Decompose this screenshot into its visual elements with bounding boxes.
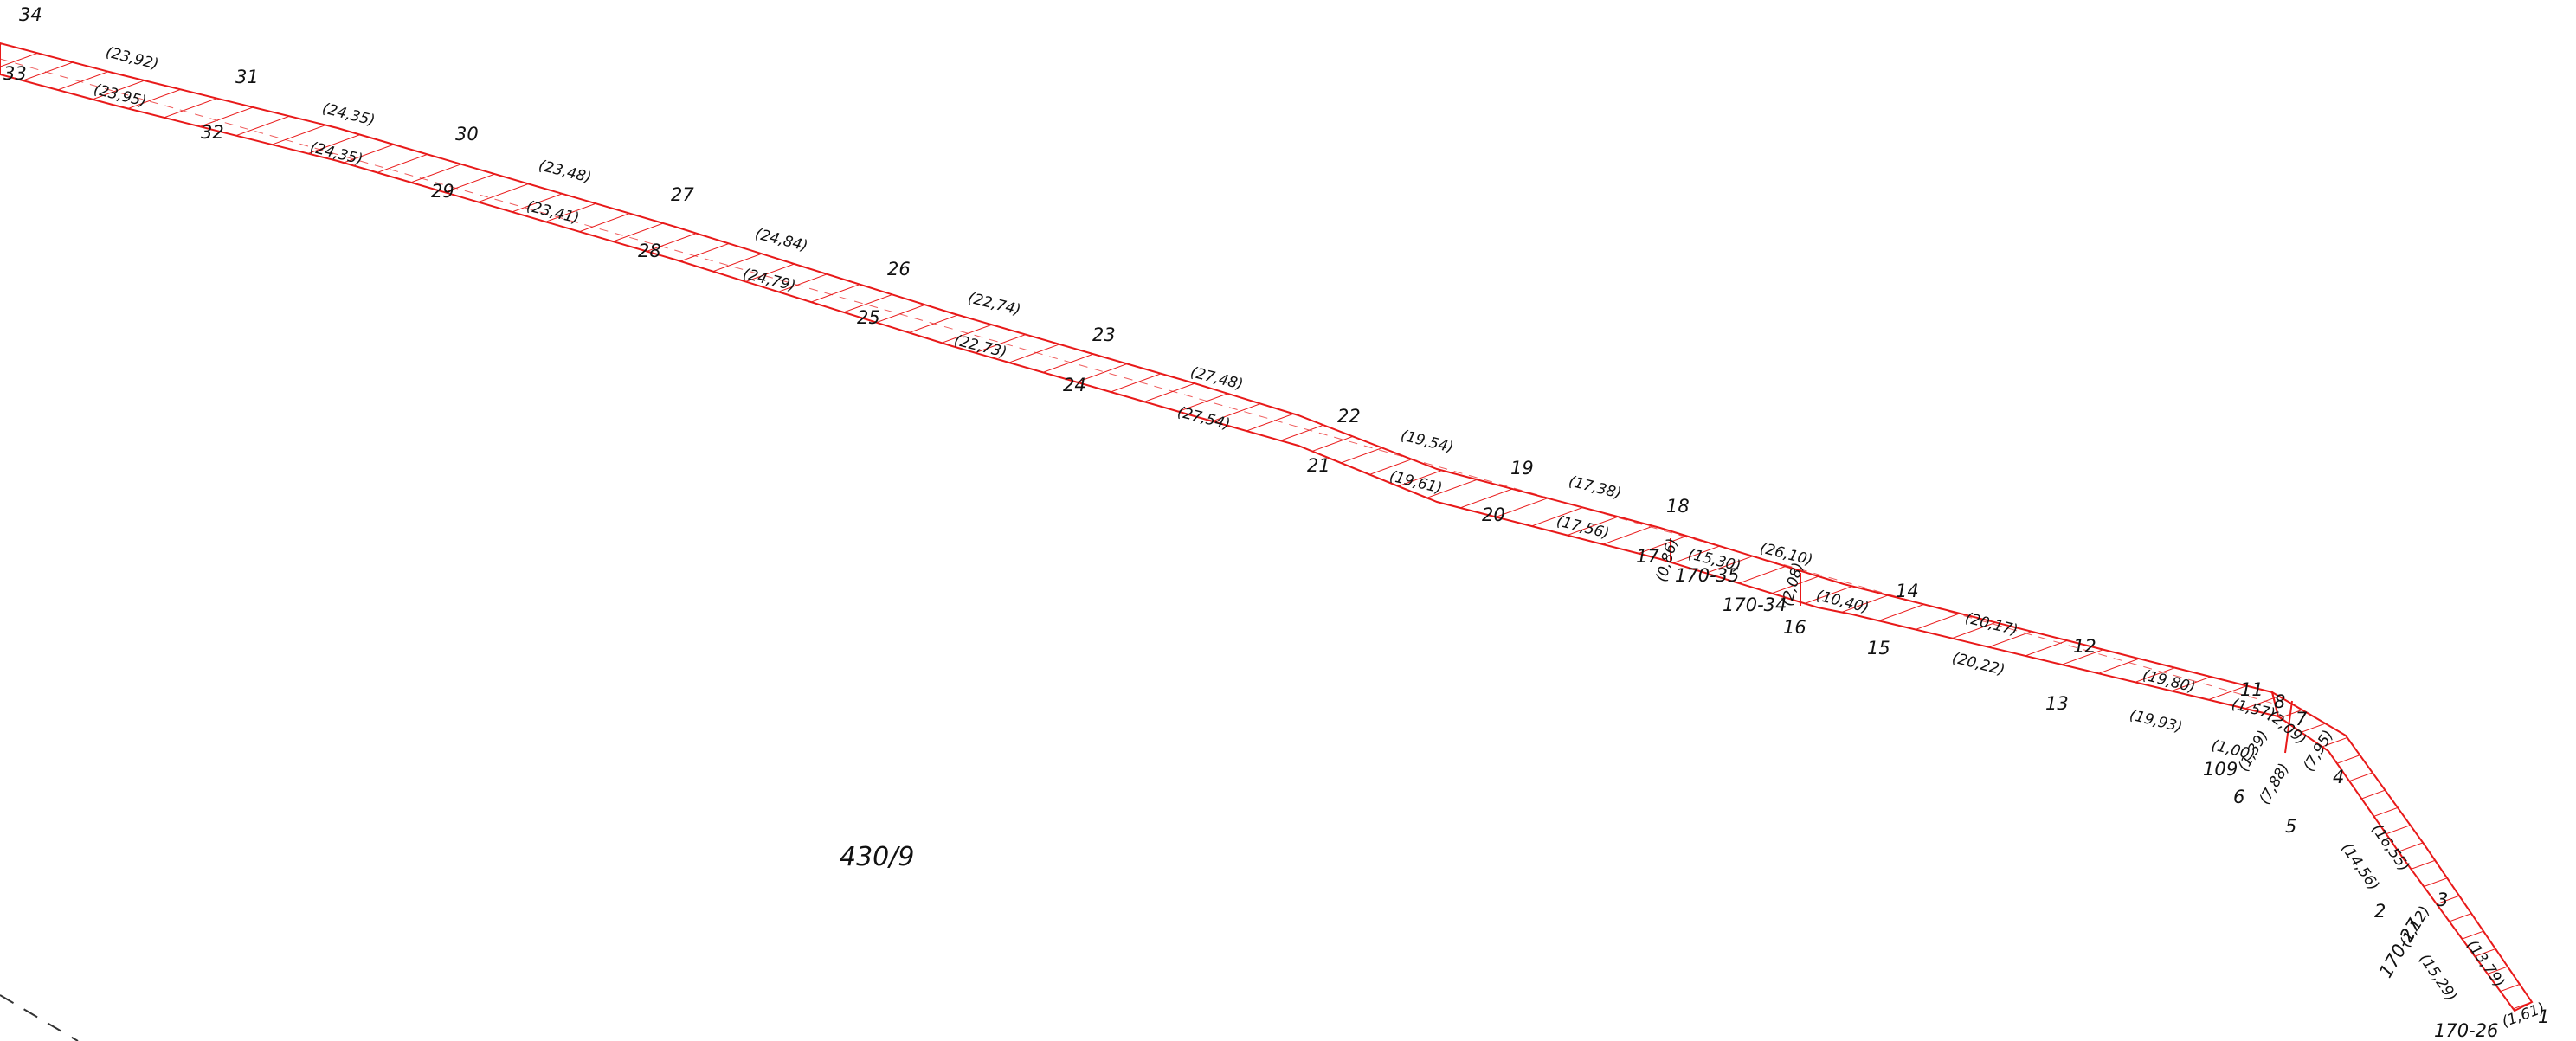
point-number: 30 [455,124,479,145]
point-number: 170-35 [1675,565,1739,586]
point-number: 29 [431,181,454,202]
point-number: 170-34 [1723,594,1787,615]
distance-label: (14,56) [2337,840,2382,894]
point-number: 170-26 [2434,1020,2498,1041]
point-number: 14 [1896,581,1919,601]
point-number: 6 [2233,787,2244,807]
distance-label: (23,92) [104,43,160,73]
point-number: 5 [2285,816,2296,837]
point-number: 31 [235,67,259,87]
point-number: 19 [1510,458,1534,479]
distance-label: (15,29) [2415,951,2460,1005]
point-number: 26 [887,259,911,280]
parcel-label: 430/9 [840,842,914,872]
point-number: 17 [1636,546,1659,567]
point-number: 7 [2296,709,2308,729]
distance-label: (23,48) [537,157,593,186]
point-number: 33 [3,63,27,84]
distance-label: (22,74) [966,289,1022,318]
strip-corner-tick [2284,700,2293,754]
point-number: 20 [1482,504,1505,525]
distance-label: (7,88) [2256,761,2293,807]
point-number: 12 [2073,636,2096,657]
distance-label: (20,22) [1950,649,2006,678]
point-number: 16 [1783,617,1806,638]
point-number: 11 [2240,679,2264,700]
point-number: 34 [19,4,42,25]
distance-label: (24,84) [753,225,809,254]
point-number: 4 [2333,767,2344,787]
point-number: 32 [201,122,224,143]
easement-strip [0,42,2534,1012]
point-number: 15 [1867,638,1890,659]
strip-bend-segment [2270,690,2534,1012]
point-number: 2 [2374,901,2386,922]
distance-label: (17,38) [1567,472,1623,502]
point-number: 13 [2045,693,2069,714]
strip-center-line [0,58,2277,705]
point-number: 1 [2538,1006,2549,1027]
point-number: 8 [2274,691,2285,712]
point-number: 21 [1307,455,1330,476]
point-number: 24 [1063,375,1086,395]
distance-label: (19,93) [2128,706,2184,736]
point-number: 23 [1092,325,1116,345]
point-number: 22 [1337,406,1361,427]
strip-main-segment [0,42,2280,718]
distance-label: (19,54) [1399,427,1455,456]
point-labels: 34 33 31 32 30 29 27 28 26 25 23 24 22 2… [3,4,2549,1041]
point-number: 3 [2437,890,2448,910]
point-number: 10 [2203,759,2226,780]
point-number: 27 [671,184,694,205]
point-number: 28 [638,241,661,261]
point-number: 18 [1666,496,1690,517]
point-number: 25 [857,307,880,328]
dashed-boundary-line [0,994,79,1041]
point-number: 9 [2226,759,2238,780]
